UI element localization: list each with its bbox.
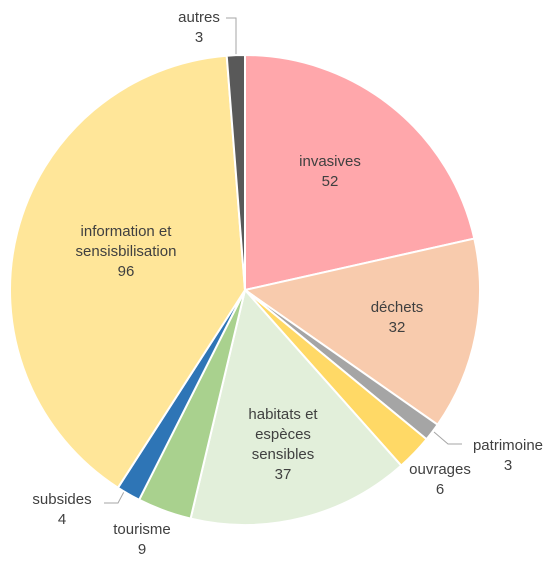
pie-slice: [242, 237, 481, 427]
label-name: déchets: [370, 299, 424, 316]
label-value: 37: [274, 466, 292, 483]
label-name: ouvrages: [409, 461, 471, 478]
pie-slice: [189, 287, 403, 526]
data-label: information et sensisbilisation 96: [46, 222, 206, 282]
data-label: invasives 52: [275, 152, 385, 192]
label-name: patrimoine: [472, 437, 544, 454]
data-label: subsides 4: [17, 490, 107, 530]
leader-line: [104, 487, 127, 504]
data-label: habitats et espèces sensibles 37: [228, 405, 338, 485]
label-name: invasives: [299, 153, 361, 170]
label-value: 96: [117, 263, 135, 280]
data-label: déchets 32: [342, 298, 452, 338]
pie-slice: [244, 53, 476, 292]
data-label: patrimoine 3: [463, 436, 552, 476]
label-value: 4: [57, 511, 67, 528]
leader-line: [433, 431, 462, 445]
label-name: tourisme: [113, 521, 171, 538]
label-name: autres: [178, 9, 220, 26]
label-value: 9: [137, 541, 147, 558]
label-name: information et sensisbilisation: [75, 223, 177, 260]
label-name: habitats et espèces sensibles: [248, 406, 318, 463]
pie-slice: [225, 53, 246, 291]
data-label: autres 3: [159, 8, 239, 48]
label-value: 32: [388, 319, 406, 336]
label-name: subsides: [32, 491, 92, 508]
label-value: 3: [194, 29, 204, 46]
leader-line: [226, 17, 237, 55]
pie-slice: [9, 54, 247, 490]
label-value: 3: [503, 457, 513, 474]
label-value: 52: [321, 173, 339, 190]
data-label: tourisme 9: [97, 520, 187, 560]
data-label: ouvrages 6: [395, 460, 485, 500]
label-value: 6: [435, 481, 445, 498]
